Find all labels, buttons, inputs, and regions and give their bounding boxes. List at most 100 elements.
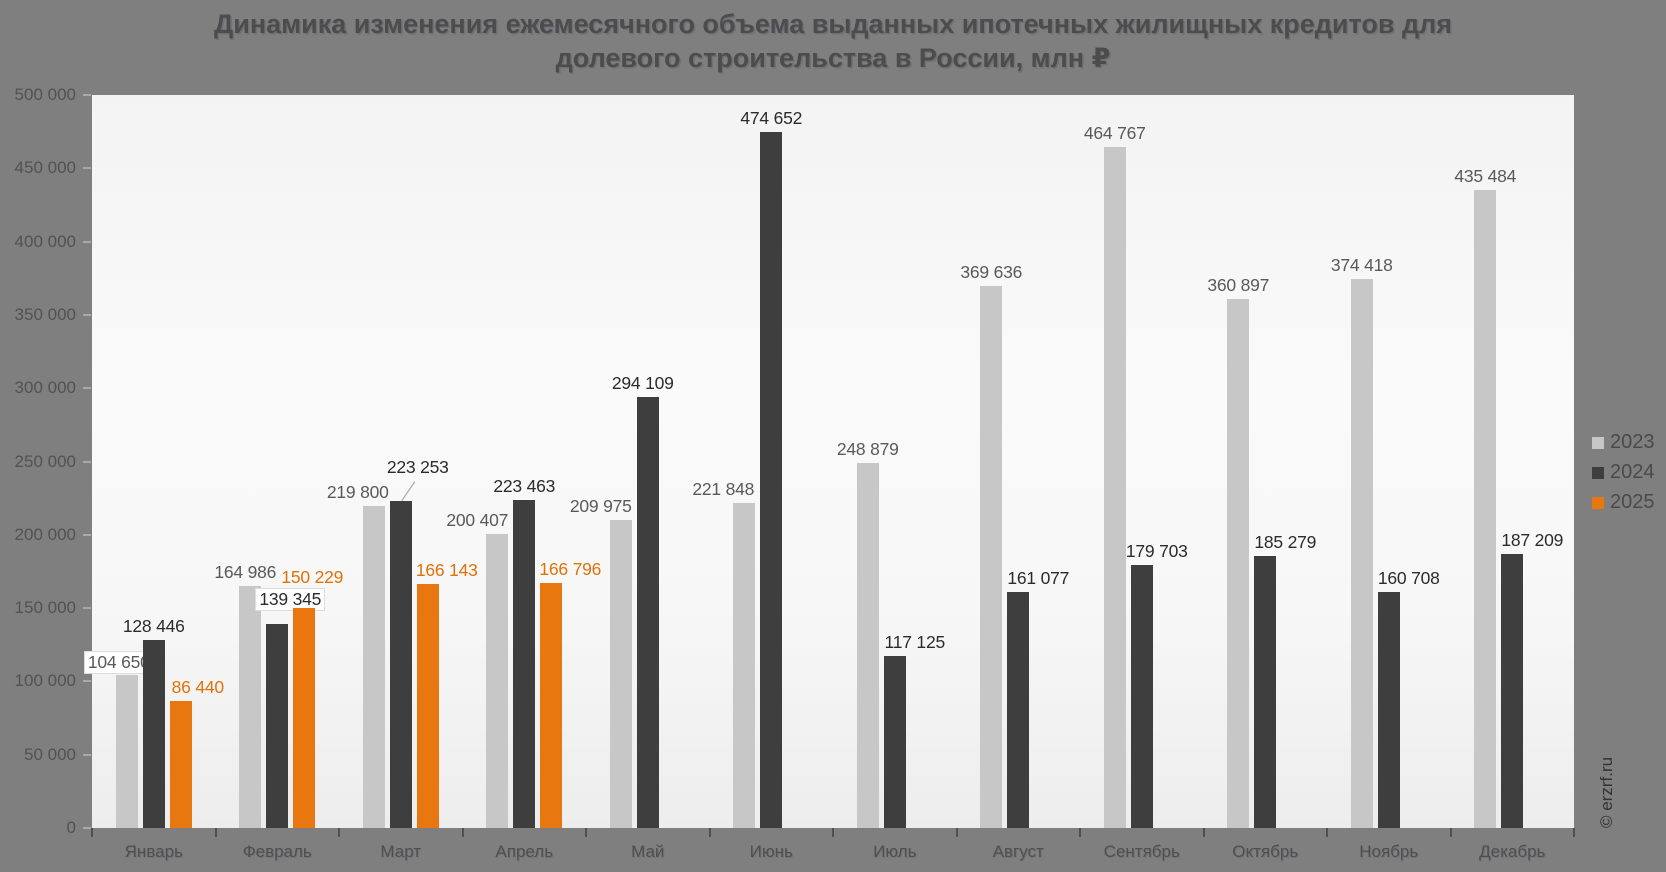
value-label: 360 897 — [1207, 274, 1270, 295]
legend-label: 2023 — [1610, 431, 1655, 453]
bar-2025-2 — [293, 607, 316, 828]
legend-swatch-2024 — [1592, 466, 1604, 479]
legend-label: 2024 — [1610, 461, 1655, 483]
bar-2024-4 — [513, 500, 536, 828]
y-axis-label: 200 000 — [14, 524, 76, 544]
month-label: Октябрь — [1232, 842, 1299, 861]
value-label: 104 650 — [83, 650, 154, 674]
x-axis-tick — [955, 828, 958, 837]
bar-2024-3 — [389, 500, 412, 828]
month-label: Апрель — [495, 842, 554, 861]
chart-title: Динамика изменения ежемесячного объема в… — [213, 9, 1453, 73]
y-axis-tick — [83, 607, 91, 610]
y-axis-label: 400 000 — [14, 231, 76, 251]
month-label: Декабрь — [1479, 842, 1546, 861]
month-label: Ноябрь — [1359, 842, 1419, 861]
month-label: Февраль — [242, 842, 312, 861]
x-axis-tick — [1202, 828, 1205, 837]
value-label: 166 143 — [415, 560, 478, 581]
y-axis-tick — [83, 313, 91, 316]
bar-2025-1 — [169, 701, 192, 828]
bar-2024-12 — [1501, 553, 1524, 828]
legend-item-2025: 2025 — [1592, 492, 1655, 513]
bar-2025-4 — [540, 583, 563, 828]
month-label: Сентябрь — [1103, 842, 1180, 861]
x-axis-tick — [1573, 828, 1575, 837]
y-axis-tick — [83, 94, 91, 96]
y-axis-tick — [83, 533, 91, 536]
x-axis-tick — [708, 828, 711, 837]
x-axis-tick — [91, 828, 93, 837]
bar-2023-2 — [239, 586, 262, 828]
x-axis-tick — [214, 828, 217, 837]
y-axis-label: 100 000 — [14, 671, 76, 691]
bar-2024-2 — [266, 623, 289, 828]
y-axis-label: 500 000 — [14, 85, 76, 104]
value-label: 223 253 — [386, 456, 449, 477]
legend-item-2024: 2024 — [1592, 462, 1655, 483]
value-label: 200 407 — [446, 510, 509, 531]
y-axis-label: 0 — [66, 818, 76, 837]
value-label: 223 463 — [493, 476, 556, 497]
x-axis-tick — [1079, 828, 1081, 837]
y-axis-tick — [83, 827, 91, 829]
month-label: Июнь — [749, 842, 793, 861]
value-label: 187 209 — [1501, 529, 1564, 550]
y-axis-tick — [83, 460, 91, 463]
x-axis-tick — [585, 828, 587, 837]
month-label: Август — [992, 842, 1044, 861]
bar-2023-1 — [115, 674, 138, 828]
plot-area: 104 650 164 986 219 800 200 407 209 975 221 8… — [83, 95, 1574, 828]
y-axis-label: 250 000 — [14, 451, 76, 471]
legend-item-2023: 2023 — [1592, 432, 1655, 453]
bar-2024-7 — [883, 656, 906, 828]
value-label: 464 767 — [1083, 122, 1146, 143]
x-axis-tick — [338, 828, 340, 837]
y-axis-label: 50 000 — [24, 744, 76, 764]
legend-swatch-2023 — [1592, 436, 1604, 449]
month-label: Март — [380, 842, 422, 861]
bar-2024-10 — [1254, 556, 1277, 828]
y-axis-tick — [83, 680, 91, 683]
y-axis-tick — [83, 167, 91, 170]
value-label: 161 077 — [1007, 567, 1070, 588]
bar-2024-1 — [142, 639, 165, 828]
value-label: 294 109 — [611, 372, 674, 393]
bar-2023-11 — [1350, 279, 1373, 828]
value-label: 164 986 — [214, 562, 277, 583]
y-axis-tick — [83, 240, 91, 243]
value-label: 86 440 — [171, 677, 225, 698]
bar-2023-7 — [856, 463, 879, 828]
bar-2023-12 — [1474, 189, 1497, 828]
bar-2023-6 — [733, 502, 756, 828]
value-label: 150 229 — [281, 566, 344, 587]
value-label: 219 800 — [326, 481, 389, 502]
bar-2024-11 — [1377, 592, 1400, 828]
bar-2023-4 — [486, 534, 509, 828]
legend: 2023 2024 2025 — [1592, 432, 1655, 522]
watermark: © erzrf.ru — [1597, 756, 1616, 828]
bar-2024-5 — [636, 396, 659, 828]
y-axis-label: 450 000 — [14, 158, 76, 178]
value-label: 139 345 — [255, 587, 326, 611]
bar-2023-5 — [609, 520, 632, 828]
x-axis-tick — [461, 828, 464, 837]
value-label: 248 879 — [836, 439, 899, 460]
y-axis-tick — [83, 753, 91, 756]
month-label: Июль — [873, 842, 917, 861]
y-axis-label: 150 000 — [14, 598, 76, 618]
y-axis-tick — [83, 387, 91, 390]
title-area: Динамика изменения ежемесячного объема в… — [0, 7, 1666, 75]
bar-2024-6 — [760, 132, 783, 828]
value-label: 117 125 — [884, 632, 946, 653]
x-axis-tick — [1326, 828, 1328, 837]
value-label: 209 975 — [569, 496, 632, 517]
value-label: 185 279 — [1254, 532, 1317, 553]
bar-2023-9 — [1103, 146, 1126, 828]
value-label: 221 848 — [692, 478, 755, 499]
value-label: 474 652 — [740, 108, 803, 129]
bar-2024-9 — [1130, 564, 1153, 828]
y-axis-label: 300 000 — [14, 378, 76, 398]
value-label: 369 636 — [960, 262, 1023, 283]
